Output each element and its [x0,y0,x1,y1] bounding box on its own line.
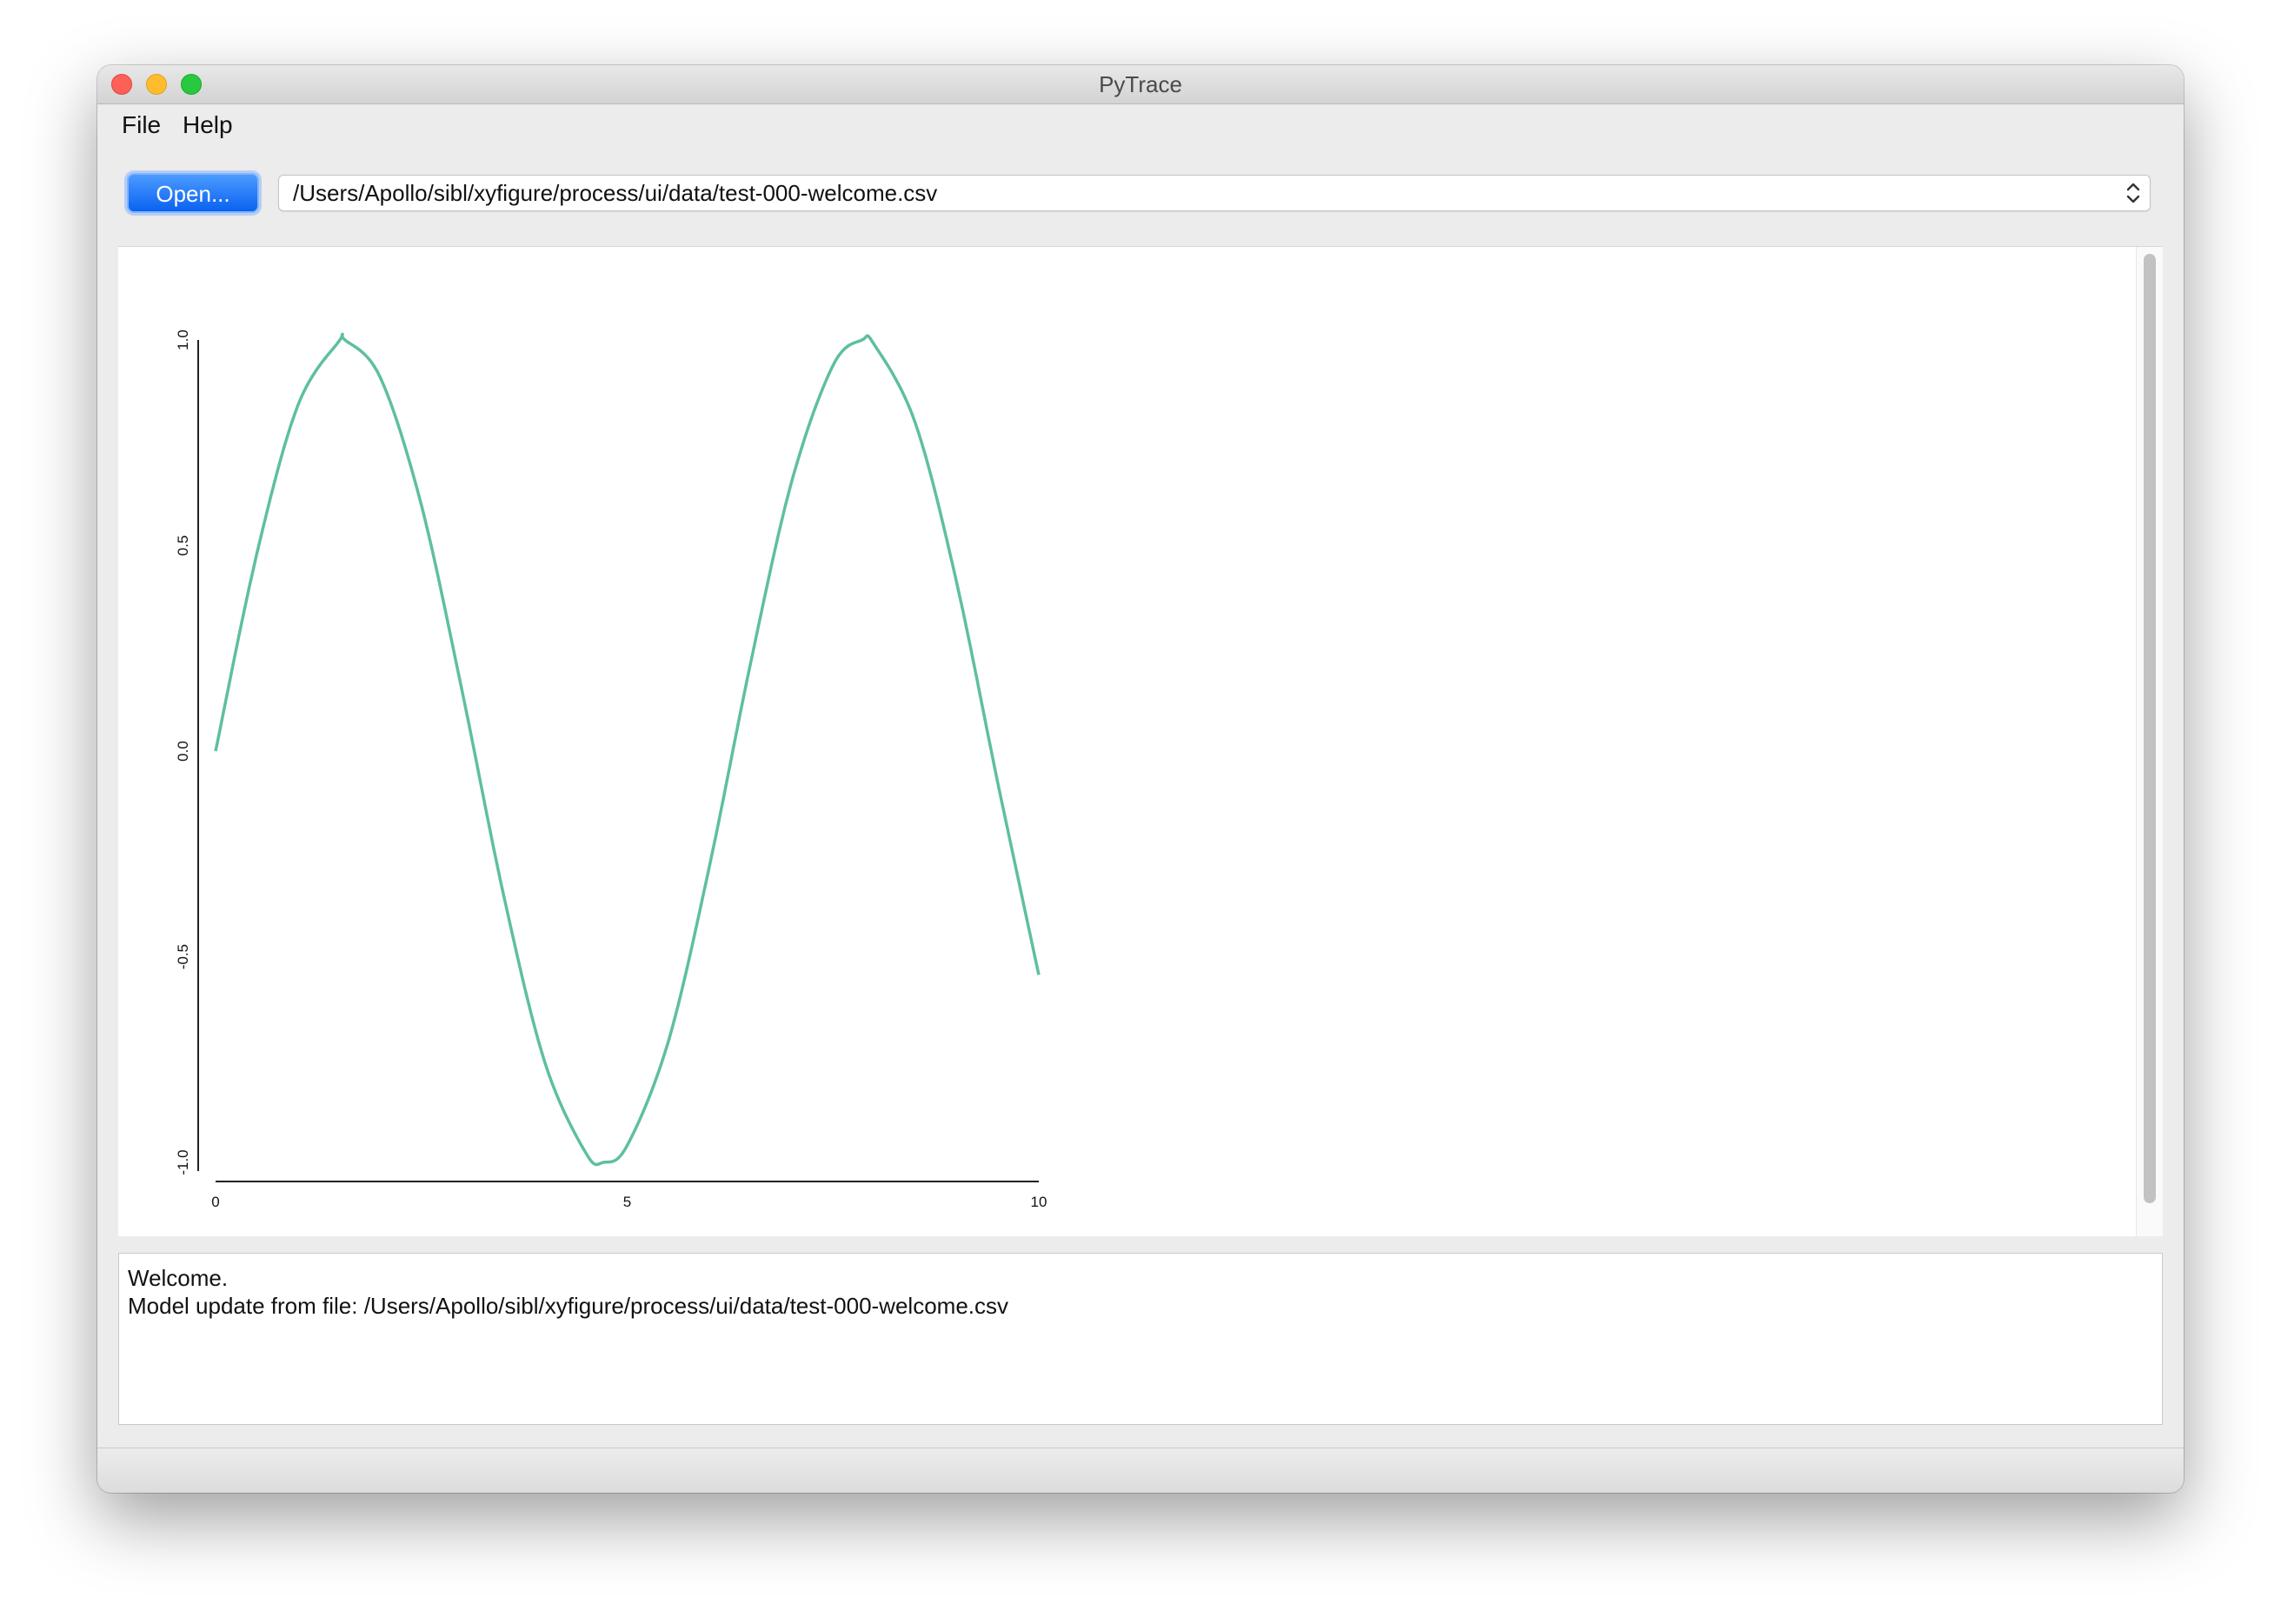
plot-canvas: 0 5 10 -1.0 -0.5 0.0 0.5 1.0 [118,246,2163,1236]
line-chart: 0 5 10 -1.0 -0.5 0.0 0.5 1.0 [175,329,1047,1210]
log-output[interactable]: Welcome. Model update from file: /Users/… [118,1253,2163,1425]
menu-help[interactable]: Help [183,111,233,138]
window-title: PyTrace [1099,71,1182,97]
zoom-window-button[interactable] [181,74,202,95]
log-line: Model update from file: /Users/Apollo/si… [128,1293,1008,1319]
close-window-button[interactable] [111,74,132,95]
status-bar [97,1448,2184,1493]
menu-bar: File Help [97,104,2184,148]
minimize-window-button[interactable] [146,74,167,95]
plot-scrollbar-thumb[interactable] [2144,254,2156,1203]
y-tick-label: -0.5 [175,944,191,969]
open-button[interactable]: Open... [127,173,259,213]
chevron-up-down-icon [2126,183,2140,203]
y-tick-label: -1.0 [175,1149,191,1175]
file-path-value: /Users/Apollo/sibl/xyfigure/process/ui/d… [293,180,938,206]
y-tick-label: 0.0 [175,741,191,762]
plot-scrollbar[interactable] [2136,247,2163,1236]
series-line [214,332,1041,1167]
log-line: Welcome. [128,1265,229,1291]
x-tick-label: 10 [1031,1194,1047,1210]
file-path-combobox[interactable]: /Users/Apollo/sibl/xyfigure/process/ui/d… [278,175,2151,211]
x-tick-label: 5 [623,1194,631,1210]
app-window: PyTrace File Help Open... /Users/Apollo/… [97,65,2184,1493]
y-tick-label: 1.0 [175,329,191,350]
x-tick-label: 0 [211,1194,219,1210]
title-bar[interactable]: PyTrace [97,65,2184,104]
menu-file[interactable]: File [122,111,162,138]
y-tick-label: 0.5 [175,536,191,556]
